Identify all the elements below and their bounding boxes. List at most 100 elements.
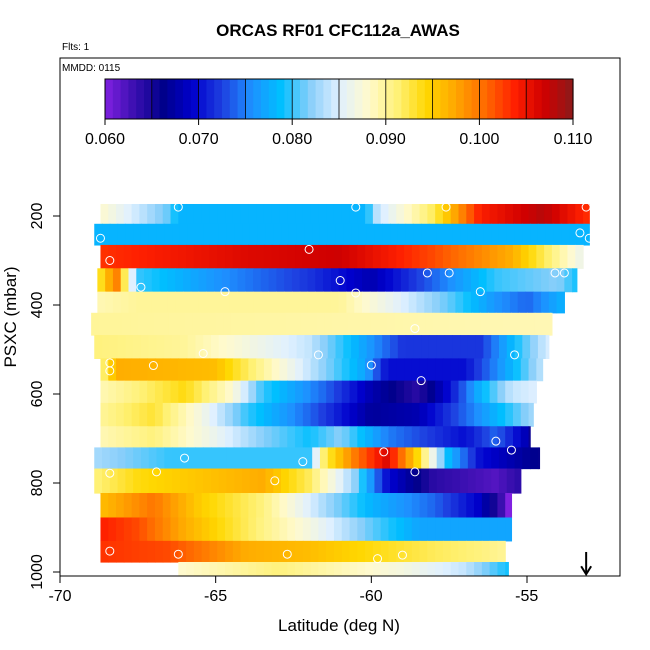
heatmap-cell [512,402,522,427]
heatmap-cell [217,426,226,448]
heatmap-cell [193,203,203,225]
colorbar-tick-label: 0.070 [179,131,219,148]
heatmap-cell [371,312,380,336]
sample-point [298,457,308,467]
heatmap-cell [419,203,428,225]
heatmap-cell [481,426,491,448]
sample-point [491,436,501,446]
heatmap-cell [209,244,218,269]
heatmap-cell [503,312,513,336]
heatmap-cell [154,426,164,448]
heatmap-cell [139,493,148,519]
heatmap-cell [520,380,530,404]
heatmap-cell [411,380,421,404]
heatmap-cell [505,426,514,448]
heatmap-cell [489,426,499,448]
colorbar-cell [424,79,434,119]
heatmap-cell [458,358,467,382]
colorbar-cell [526,79,535,119]
heatmap-cell [302,517,312,542]
heatmap-cell [380,517,390,542]
heatmap-cell [310,402,319,427]
heatmap-cell [349,540,358,563]
heatmap-cell [349,358,358,382]
y-axis-label: PSXC (mbar) [1,266,20,367]
heatmap-cell [380,244,390,269]
heatmap-cell [341,244,351,269]
heatmap-cell [396,561,405,576]
heatmap-cell [522,223,531,246]
heatmap-cell [333,244,343,269]
heatmap-cell [178,517,187,542]
heatmap-cell [201,517,211,542]
heatmap-cell [164,468,173,494]
heatmap-cell [559,203,569,225]
heatmap-cell [505,380,514,404]
heatmap-cell [178,561,187,576]
colorbar-cell [487,79,496,119]
heatmap-cell [506,335,516,359]
heatmap-cell [506,468,516,494]
sample-point [559,268,569,278]
heatmap-cell [435,244,444,269]
heatmap-cell [193,244,203,269]
heatmap-cell [404,380,413,404]
subtitle-date: MMDD: 0115 [62,63,121,74]
heatmap-cell [200,312,209,336]
heatmap-cell [520,203,530,225]
colorbar-cell [292,79,301,119]
heatmap-cell [291,291,301,314]
heatmap-cell [178,358,187,382]
heatmap-cell [333,493,343,519]
heatmap-cell [494,268,503,293]
heatmap-cell [302,402,312,427]
heatmap-cell [279,380,288,404]
heatmap-cell [489,203,499,225]
colorbar-cell [541,79,551,119]
heatmap-cell [372,517,382,542]
heatmap-cell [405,335,414,359]
heatmap-cell [209,493,218,519]
heatmap-cell [489,402,499,427]
heatmap-cell [144,268,153,293]
heatmap-cell [427,540,436,563]
heatmap-cell [102,468,111,494]
heatmap-cell [396,380,405,404]
heatmap-cell [466,561,475,576]
heatmap-cell [225,402,234,427]
heatmap-cell [502,291,511,314]
heatmap-cell [498,447,508,470]
heatmap-cell [108,402,117,427]
heatmap-cell [225,426,234,448]
heatmap-cell [447,291,456,314]
heatmap-cell [424,268,433,293]
heatmap-cell [372,561,382,576]
heatmap-cell [91,312,100,336]
heatmap-cell [123,517,133,542]
heatmap-cell [411,203,421,225]
heatmap-cell [288,468,298,494]
heatmap-cell [168,312,178,336]
heatmap-cell [489,244,499,269]
heatmap-cell [175,291,184,314]
colorbar-cell [463,79,473,119]
heatmap-cell [164,447,173,470]
heatmap-cell [291,268,301,293]
heatmap-cell [411,244,421,269]
heatmap-cell [419,517,428,542]
heatmap-cell [464,312,474,336]
heatmap-cell [190,291,200,314]
heatmap-cell [372,426,382,448]
colorbar-cell [206,79,215,119]
sample-point [313,350,323,360]
colorbar-cell [331,79,340,119]
heatmap-cell [435,517,444,542]
heatmap-cell [271,561,281,576]
heatmap-cell [333,517,343,542]
heatmap-cell [232,561,242,576]
heatmap-cell [452,223,461,246]
heatmap-cell [583,203,590,225]
heatmap-cell [545,335,550,359]
heatmap-cell [293,312,302,336]
heatmap-cell [416,268,425,293]
